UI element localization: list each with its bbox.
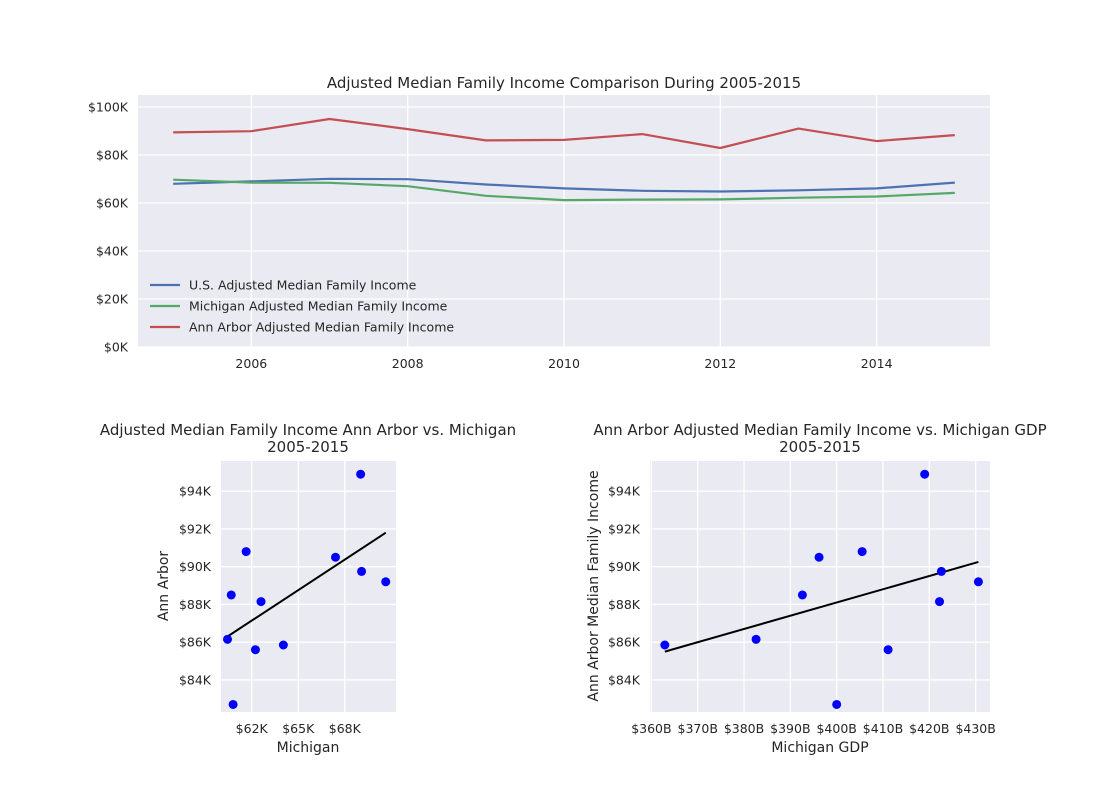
x-tick-label: $65K: [282, 721, 315, 736]
y-tick-label: $40K: [96, 244, 129, 259]
x-tick-label: 2010: [548, 356, 580, 371]
y-tick-label: $0K: [104, 340, 129, 355]
scatter-point: [278, 640, 288, 650]
scatter-point: [920, 469, 930, 479]
y-tick-label: $90K: [179, 559, 212, 574]
y-tick-labels: $84K $86K $88K $90K $92K $94K: [179, 484, 212, 688]
annarbor-vs-gdp-scatter: $360B $370B $380B $390B $400B $410B $420B $430B…: [586, 421, 1047, 756]
plot-background: [221, 461, 396, 712]
x-tick-label: $410B: [863, 721, 903, 736]
x-tick-label: 2008: [392, 356, 424, 371]
series-line: [173, 178, 955, 202]
y-tick-label: $92K: [179, 521, 212, 536]
x-tick-label: 2014: [861, 356, 893, 371]
y-tick-label: $86K: [608, 635, 641, 650]
scatter-point: [660, 640, 670, 650]
scatter-point: [797, 590, 807, 600]
y-tick-labels: $84K $86K $88K $90K $92K $94K: [608, 484, 641, 688]
y-axis-label: Ann Arbor: [156, 551, 172, 622]
scatter-point: [250, 645, 260, 655]
y-tick-label: $86K: [179, 635, 212, 650]
x-tick-label: $62K: [236, 721, 269, 736]
grid: [650, 461, 990, 712]
y-tick-label: $20K: [96, 292, 129, 307]
scatter-points: [660, 469, 983, 709]
x-tick-labels: $360B $370B $380B $390B $400B $410B $420B $430B: [631, 721, 996, 736]
scatter-point: [357, 566, 367, 576]
income-line-chart: 2006 2008 2010 2012 2014 $0K $20K $40K $60K $80K…: [88, 74, 990, 371]
y-tick-label: $88K: [608, 597, 641, 612]
x-tick-label: $370B: [678, 721, 718, 736]
legend-entry: Michigan Adjusted Median Family Income: [189, 299, 448, 314]
scatter-point: [381, 577, 391, 587]
x-tick-labels: $62K $65K $68K: [236, 721, 362, 736]
y-tick-label: $80K: [96, 148, 129, 163]
scatter-point: [241, 547, 251, 557]
chart-subtitle: 2005-2015: [267, 438, 349, 456]
chart-title: Adjusted Median Family Income Ann Arbor …: [100, 421, 516, 439]
grid: [138, 95, 990, 348]
series-line: [173, 117, 955, 150]
x-tick-label: 2012: [704, 356, 736, 371]
plot-background: [650, 461, 990, 712]
y-tick-labels: $0K $20K $40K $60K $80K $100K: [88, 100, 129, 355]
x-tick-label: $380B: [724, 721, 764, 736]
scatter-point: [857, 547, 867, 557]
scatter-point: [356, 469, 366, 479]
y-tick-label: $90K: [608, 559, 641, 574]
scatter-point: [223, 634, 233, 644]
series-lines: [173, 117, 955, 202]
grid: [221, 461, 396, 712]
x-tick-label: $390B: [770, 721, 810, 736]
x-tick-label: $360B: [631, 721, 671, 736]
y-tick-label: $92K: [608, 521, 641, 536]
fit-line: [226, 531, 387, 638]
y-tick-label: $94K: [608, 484, 641, 499]
chart-title: Adjusted Median Family Income Comparison…: [327, 74, 801, 92]
scatter-point: [936, 566, 946, 576]
scatter-point: [832, 699, 842, 709]
scatter-point: [935, 597, 945, 607]
y-tick-label: $100K: [88, 100, 129, 115]
x-tick-label: $68K: [329, 721, 362, 736]
series-line: [173, 177, 955, 193]
y-tick-label: $84K: [179, 672, 212, 687]
scatter-point: [814, 552, 824, 562]
y-tick-label: $60K: [96, 196, 129, 211]
scatter-point: [330, 552, 340, 562]
scatter-point: [973, 577, 983, 587]
x-axis-label: Michigan: [277, 740, 340, 756]
y-tick-label: $84K: [608, 672, 641, 687]
x-tick-label: $400B: [816, 721, 856, 736]
fit-line: [664, 561, 979, 653]
chart-title: Ann Arbor Adjusted Median Family Income …: [593, 421, 1046, 439]
legend-entry: U.S. Adjusted Median Family Income: [189, 278, 417, 293]
y-axis-label: Ann Arbor Median Family Income: [586, 470, 602, 701]
scatter-point: [226, 590, 236, 600]
y-tick-label: $88K: [179, 597, 212, 612]
legend: U.S. Adjusted Median Family Income Michig…: [150, 278, 454, 335]
x-tick-label: 2006: [235, 356, 267, 371]
scatter-point: [883, 645, 893, 655]
x-tick-label: $420B: [909, 721, 949, 736]
x-tick-label: $430B: [955, 721, 995, 736]
legend-entry: Ann Arbor Adjusted Median Family Income: [189, 320, 454, 335]
y-tick-label: $94K: [179, 484, 212, 499]
chart-subtitle: 2005-2015: [779, 438, 861, 456]
x-tick-labels: 2006 2008 2010 2012 2014: [235, 356, 892, 371]
scatter-points: [223, 469, 391, 709]
scatter-point: [751, 634, 761, 644]
scatter-point: [256, 597, 266, 607]
annarbor-vs-michigan-scatter: $62K $65K $68K $84K $86K $88K $90K $92K $94K Ad…: [100, 421, 516, 756]
scatter-point: [228, 699, 238, 709]
x-axis-label: Michigan GDP: [771, 740, 868, 756]
